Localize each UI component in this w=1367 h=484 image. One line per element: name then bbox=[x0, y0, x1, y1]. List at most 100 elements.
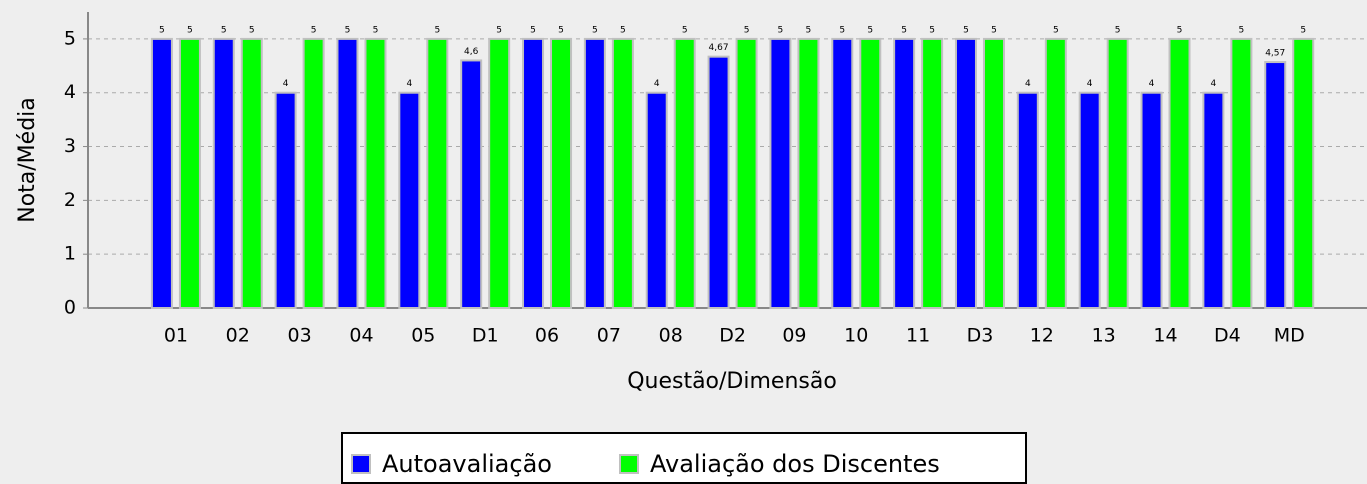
x-tick-label: D2 bbox=[719, 325, 746, 347]
value-label: 5 bbox=[434, 25, 440, 35]
value-label: 5 bbox=[1239, 25, 1245, 35]
value-label: 5 bbox=[867, 25, 873, 35]
x-tick-label: 01 bbox=[164, 325, 188, 347]
value-label: 4,6 bbox=[464, 47, 479, 57]
bar bbox=[831, 37, 854, 310]
value-label: 4,57 bbox=[1265, 49, 1285, 59]
value-label: 5 bbox=[592, 25, 598, 35]
x-tick-label: 10 bbox=[844, 325, 868, 347]
value-label: 5 bbox=[806, 25, 812, 35]
bar bbox=[673, 37, 696, 310]
bar bbox=[150, 37, 173, 310]
bar bbox=[426, 37, 449, 310]
value-label: 4 bbox=[1211, 79, 1217, 89]
value-label: 4 bbox=[1149, 79, 1155, 89]
y-tick-label: 1 bbox=[64, 243, 76, 265]
value-label: 5 bbox=[991, 25, 997, 35]
value-label: 5 bbox=[159, 25, 165, 35]
x-tick-label: 03 bbox=[288, 325, 312, 347]
x-tick-label: 13 bbox=[1092, 325, 1116, 347]
bar bbox=[735, 37, 758, 310]
bar bbox=[954, 37, 977, 310]
y-tick-label: 4 bbox=[64, 81, 76, 103]
bar bbox=[522, 37, 545, 310]
x-tick-label: 09 bbox=[782, 325, 806, 347]
value-label: 4 bbox=[654, 79, 660, 89]
x-tick-label: D3 bbox=[967, 325, 994, 347]
bar bbox=[336, 37, 359, 310]
bar bbox=[921, 37, 944, 310]
bar bbox=[893, 37, 916, 310]
bar bbox=[707, 55, 730, 309]
y-axis-title: Nota/Média bbox=[15, 97, 40, 223]
y-tick-label: 2 bbox=[64, 189, 76, 211]
value-label: 4 bbox=[283, 79, 289, 89]
y-tick-label: 0 bbox=[64, 297, 76, 319]
bar bbox=[274, 91, 297, 309]
x-tick-label: 12 bbox=[1030, 325, 1054, 347]
value-label: 5 bbox=[311, 25, 317, 35]
value-label: 5 bbox=[682, 25, 688, 35]
x-tick-label: 05 bbox=[411, 325, 435, 347]
bar bbox=[550, 37, 573, 310]
x-tick-label: 06 bbox=[535, 325, 559, 347]
value-label: 5 bbox=[496, 25, 502, 35]
x-tick-label: 14 bbox=[1153, 325, 1177, 347]
bar bbox=[1168, 37, 1191, 310]
x-tick-label: MD bbox=[1274, 325, 1305, 347]
bar bbox=[1106, 37, 1129, 310]
bar bbox=[645, 91, 668, 309]
bar bbox=[488, 37, 511, 310]
value-label: 5 bbox=[1177, 25, 1183, 35]
bar bbox=[1140, 91, 1163, 309]
value-label: 4 bbox=[406, 79, 412, 89]
x-tick-label: 11 bbox=[906, 325, 930, 347]
y-tick-label: 5 bbox=[64, 27, 76, 49]
value-label: 5 bbox=[187, 25, 193, 35]
bar bbox=[1230, 37, 1253, 310]
bar bbox=[1044, 37, 1067, 310]
value-label: 5 bbox=[1053, 25, 1059, 35]
legend-label: Avaliação dos Discentes bbox=[650, 450, 940, 478]
bar bbox=[178, 37, 201, 310]
bar bbox=[398, 91, 421, 309]
bar bbox=[797, 37, 820, 310]
value-label: 5 bbox=[744, 25, 750, 35]
value-label: 4,67 bbox=[709, 43, 729, 53]
bar bbox=[769, 37, 792, 310]
bar bbox=[1202, 91, 1225, 309]
value-label: 5 bbox=[221, 25, 227, 35]
value-label: 5 bbox=[1115, 25, 1121, 35]
value-label: 5 bbox=[345, 25, 351, 35]
value-label: 5 bbox=[929, 25, 935, 35]
x-tick-label: 04 bbox=[349, 325, 373, 347]
bar bbox=[460, 59, 483, 309]
y-tick-label: 3 bbox=[64, 135, 76, 157]
x-tick-label: D4 bbox=[1214, 325, 1241, 347]
bar bbox=[1264, 61, 1287, 310]
legend-box bbox=[341, 432, 1027, 484]
value-label: 5 bbox=[620, 25, 626, 35]
bar bbox=[302, 37, 325, 310]
value-label: 5 bbox=[373, 25, 379, 35]
x-tick-label: 07 bbox=[597, 325, 621, 347]
bar bbox=[240, 37, 263, 310]
value-label: 5 bbox=[530, 25, 536, 35]
value-label: 4 bbox=[1087, 79, 1093, 89]
bar bbox=[859, 37, 882, 310]
bar bbox=[364, 37, 387, 310]
bar bbox=[1292, 37, 1315, 310]
bar bbox=[583, 37, 606, 310]
value-label: 5 bbox=[901, 25, 907, 35]
value-label: 5 bbox=[249, 25, 255, 35]
legend-label: Autoavaliação bbox=[382, 450, 552, 478]
value-label: 5 bbox=[963, 25, 969, 35]
x-axis-title: Questão/Dimensão bbox=[627, 369, 837, 394]
value-label: 4 bbox=[1025, 79, 1031, 89]
legend-swatch bbox=[619, 454, 639, 474]
value-label: 5 bbox=[558, 25, 564, 35]
bar bbox=[1078, 91, 1101, 309]
bar bbox=[982, 37, 1005, 310]
bar bbox=[611, 37, 634, 310]
